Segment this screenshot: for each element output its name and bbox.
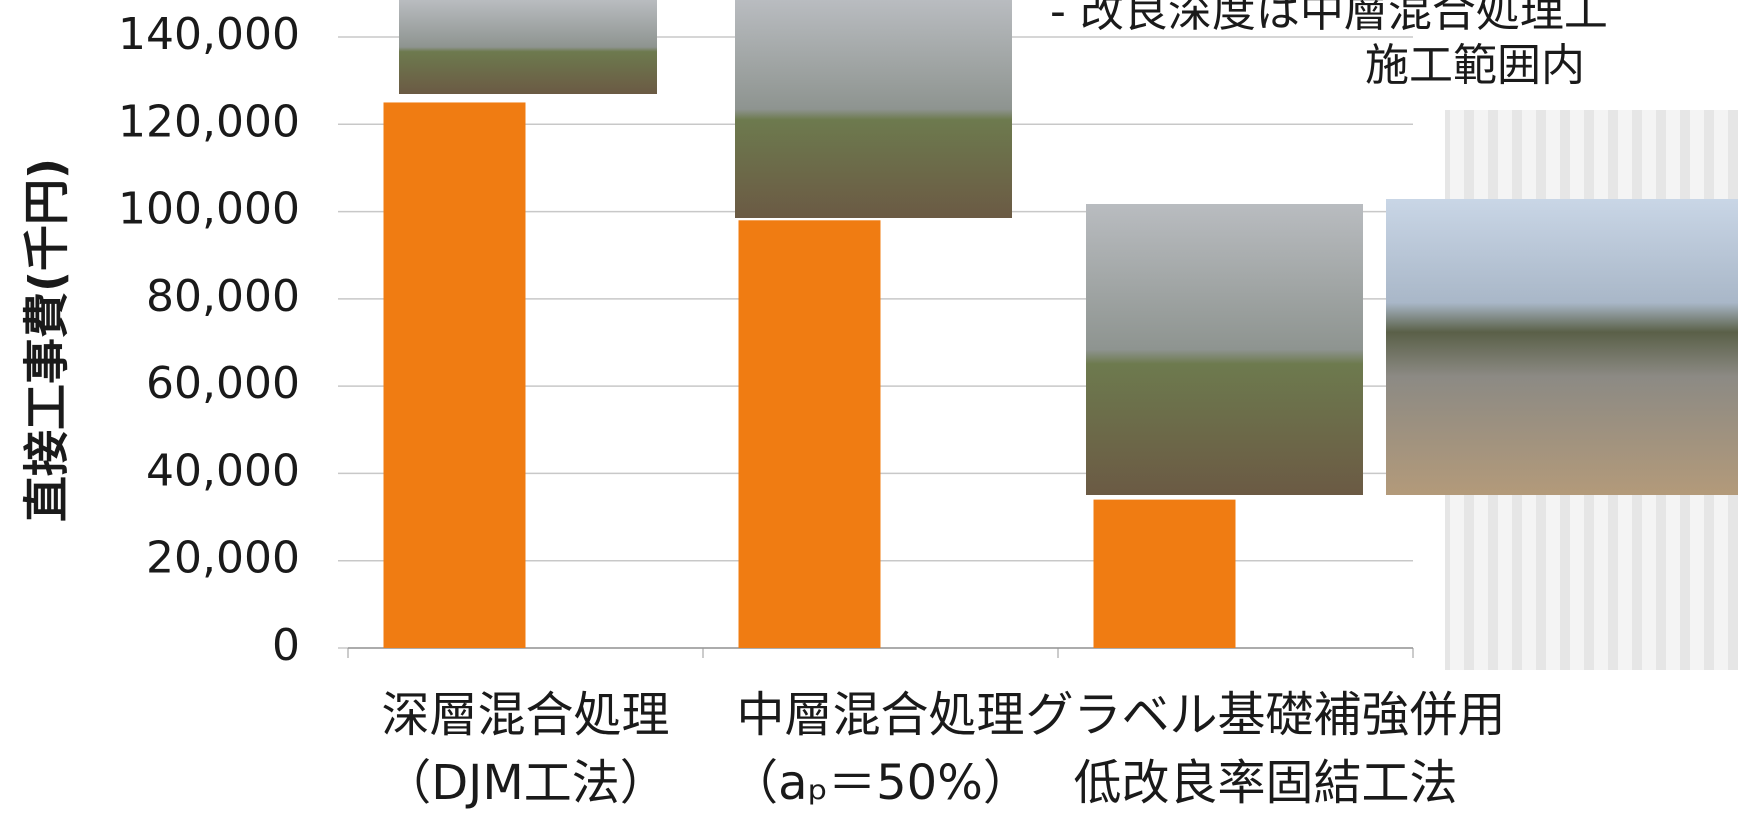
- y-tick-label: 60,000: [146, 358, 300, 409]
- photo: [1086, 204, 1363, 495]
- x-tick-label: （DJM工法）: [383, 755, 668, 811]
- annotation: - 改良深度は中層混合処理工: [1050, 0, 1608, 37]
- bar: [1093, 499, 1236, 648]
- x-tick-label: 中層混合処理: [736, 687, 1024, 743]
- y-tick-label: 100,000: [118, 184, 300, 235]
- photo: [735, 0, 1012, 218]
- x-tick-label: 深層混合処理: [381, 687, 669, 743]
- y-tick-label: 20,000: [146, 533, 300, 584]
- y-tick-label: 120,000: [118, 96, 300, 147]
- annotation: 施工範囲内: [1365, 40, 1585, 91]
- photo: [399, 0, 657, 94]
- bar: [738, 220, 881, 649]
- y-axis-label: 直接工事費(千円): [20, 158, 74, 522]
- bar: [383, 102, 526, 648]
- y-tick-label: 140,000: [118, 9, 300, 60]
- photo: [1386, 199, 1738, 495]
- y-tick-label: 0: [272, 620, 300, 671]
- x-tick-label: 低改良率固結工法: [1073, 755, 1457, 811]
- y-tick-label: 80,000: [146, 271, 300, 322]
- y-tick-label: 40,000: [146, 445, 300, 496]
- x-tick-label: （aₚ＝50%）: [730, 755, 1031, 811]
- x-tick-label: グラベル基礎補強併用: [1025, 687, 1505, 743]
